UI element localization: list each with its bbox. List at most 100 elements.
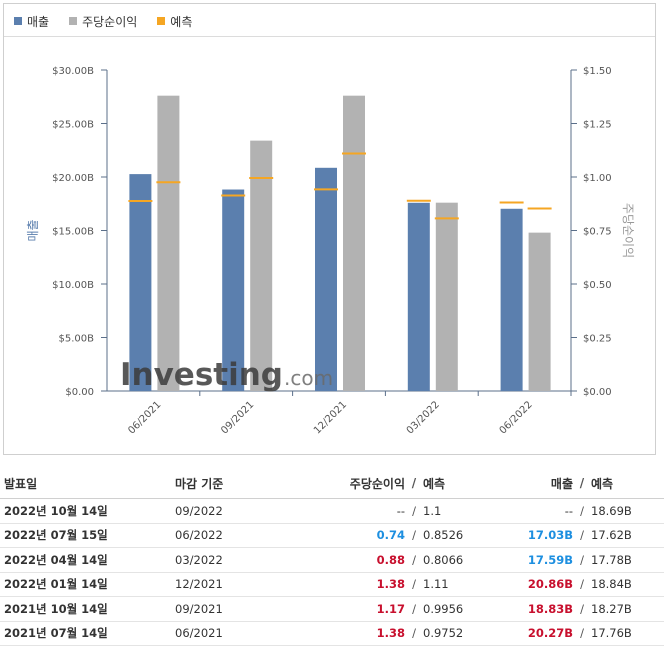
cell-revenue: 17.59B (503, 547, 573, 573)
cell-sep: / (573, 498, 591, 524)
cell-sep: / (573, 572, 591, 597)
legend-label-revenue: 매출 (27, 14, 50, 29)
legend-label-eps: 주당순이익 (82, 14, 138, 29)
table-row: 2022년 04월 14일 03/2022 0.88/0.8066 17.59B/17… (0, 547, 664, 573)
header-eps[interactable]: 주당순이익 (315, 468, 405, 499)
header-date[interactable]: 발표일 (0, 468, 175, 499)
earnings-table: 발표일 마감 기준 주당순이익 / 예측 매출 / 예측 2022년 10월 1… (0, 468, 664, 646)
bar-eps (343, 95, 365, 392)
table-row: 2022년 01월 14일 12/2021 1.38/1.11 20.86B/18.8… (0, 572, 664, 597)
y-tick-label-left: $20.00B (52, 173, 94, 184)
cell-sep: / (573, 547, 591, 573)
bar-revenue (222, 189, 245, 391)
cell-revenue-forecast: 18.69B (591, 498, 664, 524)
legend-swatch-forecast (157, 17, 166, 25)
y-tick-label-right: $0.50 (583, 280, 612, 291)
legend-swatch-eps (69, 17, 78, 25)
cell-period: 12/2021 (175, 572, 315, 597)
cell-sep: / (405, 621, 423, 646)
table-row: 2021년 07월 14일 06/2021 1.38/0.9752 20.27B/17… (0, 621, 664, 646)
cell-eps-forecast: 0.8526 (423, 523, 503, 548)
y-axis-title-right: 주당순이익 (621, 203, 635, 258)
cell-revenue: 20.86B (503, 572, 573, 597)
earnings-chart-panel: 매출 주당순이익 예측 $0.00 $0.00 $5.00B $0.25 $10.00B… (3, 3, 656, 455)
cell-eps: 1.17 (315, 596, 405, 622)
table-row: 2022년 07월 15일 06/2022 0.74/0.8526 17.03B/17… (0, 523, 664, 548)
chart-legend: 매출 주당순이익 예측 (14, 11, 212, 31)
cell-revenue: 20.27B (503, 621, 573, 646)
bar-revenue (500, 208, 523, 391)
cell-sep: / (573, 621, 591, 646)
x-tick-label: 09/2021 (219, 399, 256, 436)
cell-period: 03/2022 (175, 547, 315, 573)
header-eps-forecast[interactable]: 예측 (423, 468, 503, 499)
header-revenue[interactable]: 매출 (503, 468, 573, 499)
y-tick-label-left: $5.00B (59, 334, 95, 345)
earnings-table-section: 발표일 마감 기준 주당순이익 / 예측 매출 / 예측 2022년 10월 1… (0, 468, 664, 646)
cell-revenue-forecast: 17.76B (591, 621, 664, 646)
cell-eps-forecast: 1.1 (423, 498, 503, 524)
y-tick-label-left: $10.00B (52, 280, 94, 291)
legend-item-eps[interactable]: 주당순이익 (69, 13, 137, 30)
table-row: 2022년 10월 14일 09/2022 --/1.1 --/18.69B (0, 498, 664, 524)
table-header-row: 발표일 마감 기준 주당순이익 / 예측 매출 / 예측 (0, 468, 664, 499)
cell-eps: 0.74 (315, 523, 405, 548)
cell-eps-forecast: 0.9956 (423, 596, 503, 622)
cell-sep: / (405, 596, 423, 622)
y-tick-label-left: $0.00 (65, 387, 94, 398)
cell-period: 09/2021 (175, 596, 315, 622)
cell-eps: 1.38 (315, 572, 405, 597)
cell-eps: -- (315, 498, 405, 524)
cell-date: 2022년 04월 14일 (0, 547, 175, 573)
cell-date: 2022년 10월 14일 (0, 498, 175, 524)
bar-revenue (129, 174, 152, 391)
legend-divider (4, 36, 655, 37)
cell-revenue: 17.03B (503, 523, 573, 548)
cell-sep: / (405, 547, 423, 573)
y-tick-label-left: $30.00B (52, 66, 94, 77)
y-tick-label-right: $0.75 (583, 227, 612, 238)
y-tick-label-left: $25.00B (52, 120, 94, 131)
cell-eps: 1.38 (315, 621, 405, 646)
legend-item-revenue[interactable]: 매출 (14, 13, 49, 30)
bar-revenue (407, 202, 430, 391)
y-tick-label-right: $1.50 (583, 66, 612, 77)
x-tick-label: 12/2021 (312, 399, 349, 436)
y-tick-label-right: $1.00 (583, 173, 612, 184)
header-period[interactable]: 마감 기준 (175, 468, 315, 499)
cell-sep: / (573, 596, 591, 622)
legend-item-forecast[interactable]: 예측 (157, 13, 192, 30)
x-tick-label: 06/2021 (126, 399, 163, 436)
bar-eps (528, 232, 551, 391)
cell-revenue-forecast: 18.27B (591, 596, 664, 622)
cell-date: 2022년 01월 14일 (0, 572, 175, 597)
x-tick-label: 03/2022 (405, 399, 442, 436)
header-sep: / (573, 468, 591, 499)
chart-plot: $0.00 $0.00 $5.00B $0.25 $10.00B $0.50 $15.00B… (26, 66, 635, 436)
legend-swatch-revenue (14, 17, 22, 25)
cell-revenue: 18.83B (503, 596, 573, 622)
cell-date: 2022년 07월 15일 (0, 523, 175, 548)
cell-date: 2021년 10월 14일 (0, 596, 175, 622)
header-revenue-forecast[interactable]: 예측 (591, 468, 664, 499)
cell-period: 09/2022 (175, 498, 315, 524)
legend-label-forecast: 예측 (170, 14, 193, 29)
cell-revenue-forecast: 17.78B (591, 547, 664, 573)
cell-sep: / (405, 572, 423, 597)
cell-period: 06/2022 (175, 523, 315, 548)
cell-revenue: -- (503, 498, 573, 524)
cell-date: 2021년 07월 14일 (0, 621, 175, 646)
watermark-suffix: .com (284, 366, 333, 390)
bar-revenue (315, 167, 337, 391)
y-tick-label-right: $0.25 (583, 334, 612, 345)
cell-eps: 0.88 (315, 547, 405, 573)
bar-eps (435, 202, 458, 391)
cell-sep: / (405, 523, 423, 548)
cell-period: 06/2021 (175, 621, 315, 646)
bar-eps (157, 95, 180, 392)
watermark-brand: Investing (120, 357, 283, 393)
y-axis-title-left: 매출 (26, 219, 40, 241)
y-tick-label-right: $0.00 (583, 387, 612, 398)
cell-sep: / (405, 498, 423, 524)
header-sep: / (405, 468, 423, 499)
